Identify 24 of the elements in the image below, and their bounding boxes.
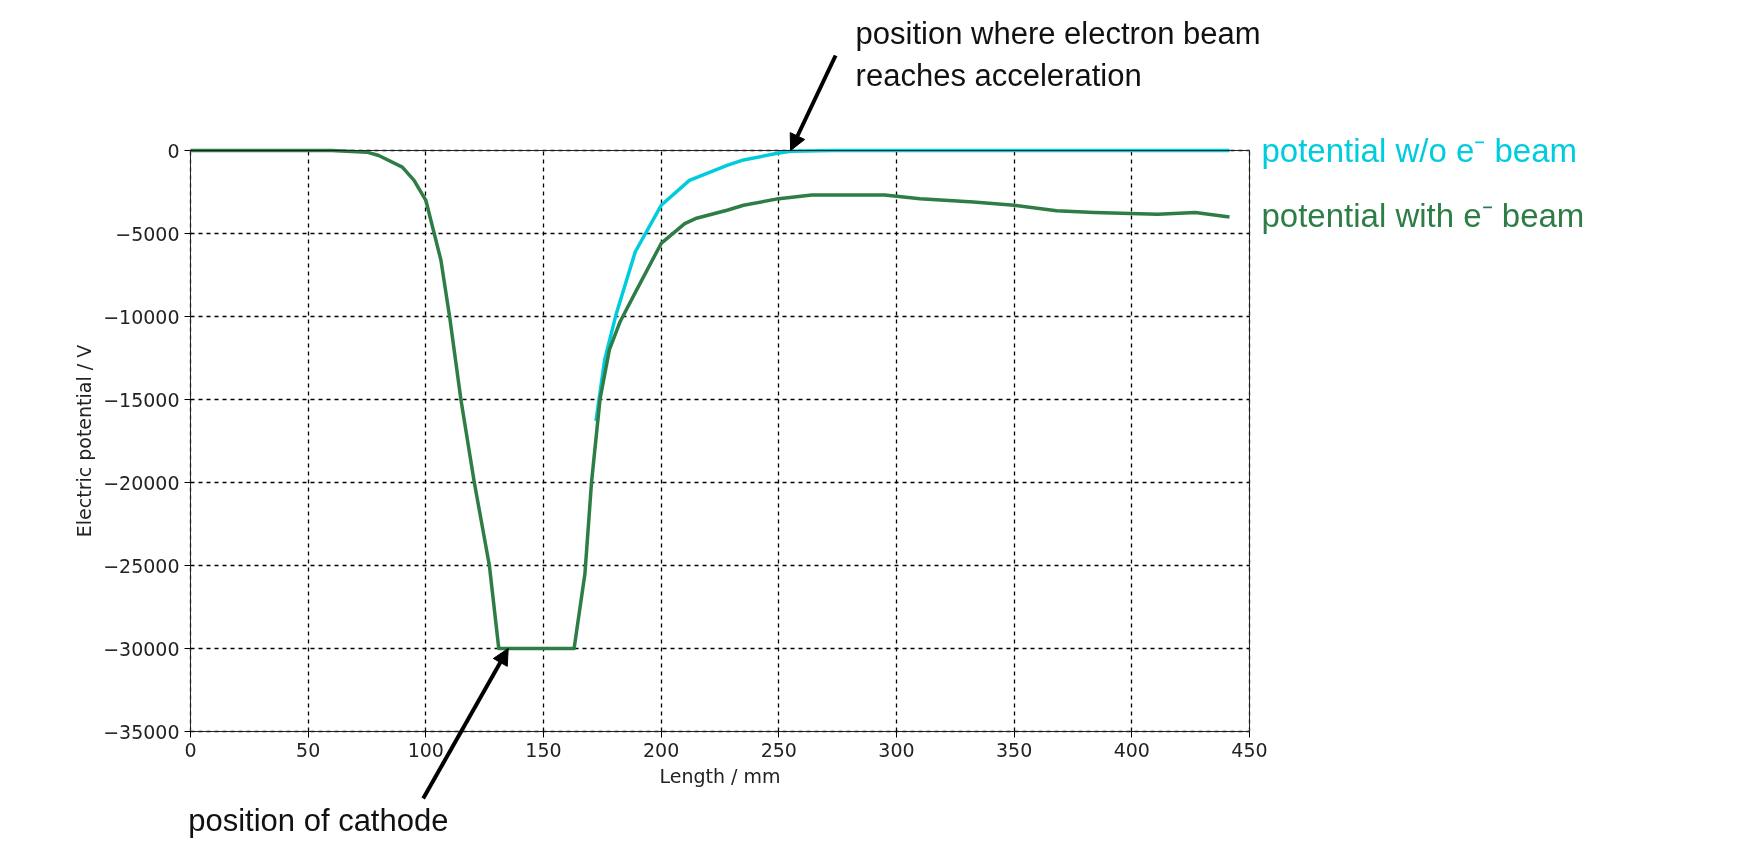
y-tick-label: −15000 bbox=[103, 388, 180, 411]
series-label: potential w/o e⁻ beam bbox=[1261, 132, 1578, 169]
x-tick-label: 450 bbox=[1231, 738, 1268, 761]
annotation: position where electron beam reaches acceleration bbox=[855, 15, 1261, 93]
x-tick-label: 200 bbox=[643, 738, 680, 761]
annotation: position of cathode bbox=[188, 802, 449, 838]
y-axis-title: Electric potential / V bbox=[73, 344, 96, 538]
y-tick-label: −20000 bbox=[103, 471, 180, 494]
series-label: potential with e⁻ beam bbox=[1261, 197, 1585, 234]
y-tick-label: −25000 bbox=[103, 554, 180, 577]
x-tick-label: 250 bbox=[760, 738, 797, 761]
x-tick-label: 150 bbox=[525, 738, 562, 761]
x-tick-label: 400 bbox=[1113, 738, 1150, 761]
x-tick-label: 300 bbox=[878, 738, 915, 761]
y-tick-label: 0 bbox=[167, 139, 180, 162]
y-tick-label: −30000 bbox=[103, 637, 180, 660]
y-tick-label: −5000 bbox=[115, 222, 180, 245]
x-tick-label: 100 bbox=[407, 738, 444, 761]
y-tick-label: −35000 bbox=[103, 720, 180, 743]
x-tick-label: 50 bbox=[296, 738, 321, 761]
y-tick-label: −10000 bbox=[103, 305, 180, 328]
x-axis-title: Length / mm bbox=[659, 764, 781, 787]
x-tick-label: 0 bbox=[184, 738, 197, 761]
x-tick-label: 350 bbox=[996, 738, 1033, 761]
